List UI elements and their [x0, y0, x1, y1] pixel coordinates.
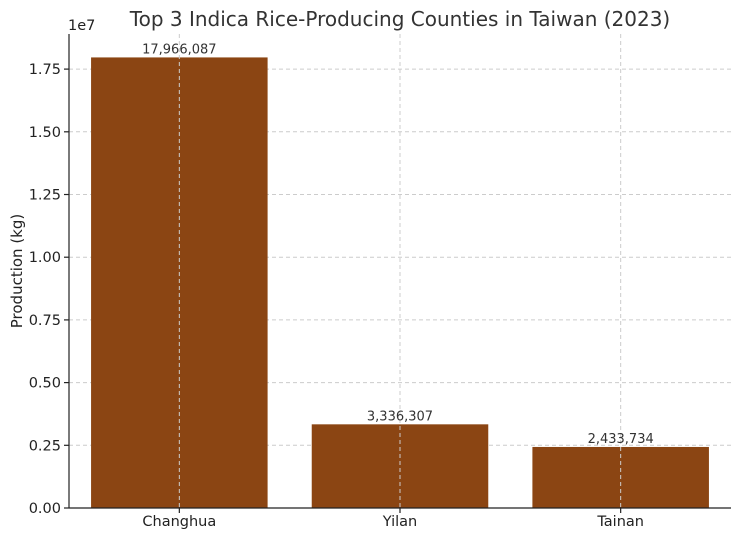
data-label-changhua: 17,966,087 [142, 42, 216, 57]
y-tick-label-1: 0.25 [29, 438, 61, 454]
bar-yilan [311, 424, 489, 508]
y-tick-label-6: 1.50 [29, 125, 61, 141]
data-labels-layer: 17,966,087 3,336,307 2,433,734 [142, 42, 654, 447]
y-tick-label-0: 0.00 [29, 501, 61, 517]
y-tick-label-7: 1.75 [29, 62, 61, 78]
y-axis-exponent-label: 1e7 [68, 18, 95, 34]
chart-title: Top 3 Indica Rice-Producing Counties in … [129, 7, 670, 31]
y-tick-label-5: 1.25 [29, 188, 61, 204]
y-tick-label-3: 0.75 [29, 313, 61, 329]
data-label-yilan: 3,336,307 [367, 409, 433, 424]
ticks-layer: 0.00 0.25 0.50 0.75 1.00 1.25 1.50 1.75 Changhua… [29, 62, 644, 530]
x-tick-label-tainan: Tainan [596, 514, 644, 530]
data-label-tainan: 2,433,734 [588, 432, 654, 447]
y-tick-label-4: 1.00 [29, 250, 61, 266]
x-tick-label-yilan: Yilan [382, 514, 417, 530]
y-tick-label-2: 0.50 [29, 376, 61, 392]
y-axis-label: Production (kg) [8, 214, 26, 329]
x-tick-label-changhua: Changhua [142, 514, 216, 530]
